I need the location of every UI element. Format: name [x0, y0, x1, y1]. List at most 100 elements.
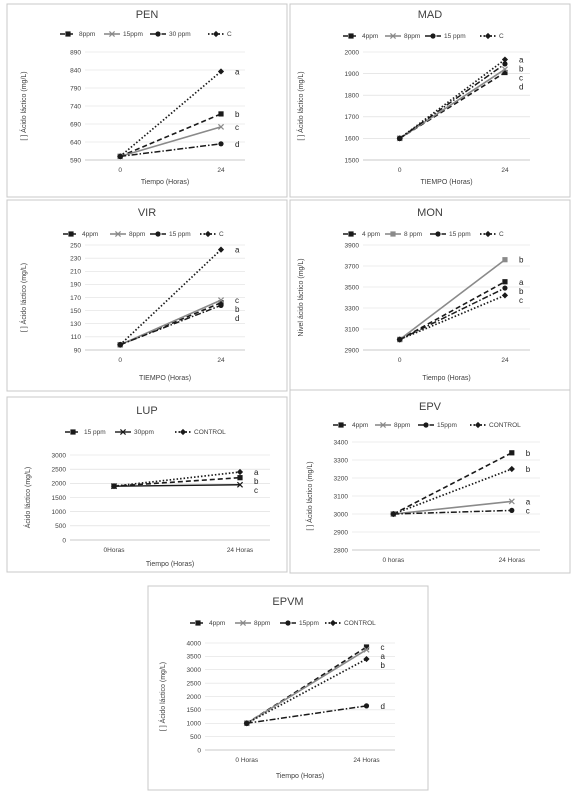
- significance-letter: d: [235, 314, 239, 323]
- x-tick-label: 24: [501, 357, 509, 364]
- x-axis-label: Tiempo (Horas): [146, 561, 194, 568]
- y-tick-label: 3500: [187, 654, 202, 661]
- y-tick-label: 190: [70, 282, 81, 289]
- data-point: [508, 498, 515, 505]
- y-tick-label: 2800: [334, 547, 349, 554]
- legend-label: 15 ppm: [444, 33, 466, 40]
- significance-letter: a: [519, 56, 524, 65]
- data-point: [237, 475, 243, 481]
- legend-entry: 4ppm: [63, 231, 98, 238]
- panel-frame: [289, 3, 571, 198]
- legend-marker: [65, 31, 71, 37]
- legend-label: 15 ppm: [449, 231, 471, 238]
- y-tick-label: 3500: [345, 284, 360, 291]
- series-line: [113, 484, 241, 487]
- y-tick-label: 2000: [187, 694, 202, 701]
- legend-label: 4 ppm: [362, 231, 380, 238]
- y-tick-label: 3300: [345, 305, 360, 312]
- y-tick-label: 1500: [52, 495, 67, 502]
- legend-label: C: [227, 31, 232, 38]
- legend-label: 15ppm: [437, 422, 457, 429]
- data-point: [218, 300, 224, 306]
- series-line: [119, 70, 222, 158]
- series-line: [246, 705, 367, 724]
- data-point: [396, 336, 403, 343]
- chart-title: MON: [417, 207, 443, 219]
- x-axis-label: TIEMPO (Horas): [420, 179, 472, 186]
- x-tick-label: 0: [398, 357, 402, 364]
- legend-label: 8ppm: [254, 620, 270, 627]
- legend-marker: [389, 32, 397, 40]
- series-line: [399, 63, 506, 140]
- legend-entry: 30ppm: [115, 428, 154, 436]
- series-control: [110, 468, 244, 490]
- x-tick-label: 24 Horas: [353, 757, 380, 764]
- y-tick-label: 3200: [334, 475, 349, 482]
- legend-label: 8ppm: [404, 33, 420, 40]
- legend-entry: C: [480, 32, 504, 40]
- x-tick-label: 24: [501, 167, 509, 174]
- y-tick-label: 110: [71, 334, 82, 341]
- series-line: [393, 500, 512, 515]
- panel-frame: [289, 199, 571, 392]
- y-axis-label: Ácido láctico (mg/L): [23, 467, 32, 528]
- significance-letter: b: [526, 449, 531, 458]
- data-point: [363, 644, 370, 650]
- data-point: [501, 66, 508, 73]
- y-tick-label: 3400: [334, 439, 349, 446]
- legend-label: 4ppm: [362, 33, 378, 40]
- legend-marker: [195, 620, 201, 626]
- data-point: [218, 302, 224, 308]
- legend-entry: 8ppm: [235, 619, 270, 627]
- y-tick-label: 740: [70, 103, 81, 110]
- series-line: [119, 299, 222, 346]
- legend-label: CONTROL: [194, 429, 226, 436]
- significance-letter: c: [519, 74, 523, 83]
- legend-marker: [379, 421, 387, 429]
- series-line: [120, 143, 222, 158]
- legend-label: 4ppm: [352, 422, 368, 429]
- significance-letter: c: [526, 506, 530, 515]
- series-line: [399, 281, 506, 341]
- significance-letter: c: [235, 296, 239, 305]
- panel-frame: [289, 389, 571, 574]
- y-tick-label: 1600: [345, 136, 360, 143]
- legend-marker: [484, 32, 492, 40]
- data-point: [117, 341, 124, 348]
- data-point: [243, 720, 250, 727]
- y-tick-label: 2000: [345, 49, 360, 56]
- y-tick-label: 150: [70, 308, 81, 315]
- legend-entry: 15 ppm: [150, 231, 191, 238]
- chart-title: PEN: [136, 9, 159, 21]
- y-tick-label: 3000: [52, 452, 67, 459]
- significance-letter: b: [381, 661, 386, 670]
- series-line: [119, 126, 222, 158]
- significance-letter: d: [235, 140, 239, 149]
- legend-label: 4ppm: [209, 620, 225, 627]
- significance-letter: c: [519, 296, 523, 305]
- series-line: [393, 468, 513, 515]
- series-line: [399, 58, 506, 140]
- data-point: [501, 56, 509, 63]
- legend-entry: 8ppm: [60, 31, 95, 38]
- y-tick-label: 1500: [345, 157, 360, 164]
- legend-entry: CONTROL: [325, 619, 376, 627]
- legend-marker: [155, 231, 161, 237]
- y-tick-label: 890: [70, 49, 81, 56]
- significance-letter: b: [235, 110, 240, 119]
- legend-marker: [204, 230, 212, 238]
- legend-label: 8ppm: [129, 231, 145, 238]
- significance-letter: a: [254, 468, 259, 477]
- x-tick-label: 0 horas: [383, 557, 405, 564]
- data-point: [502, 279, 508, 285]
- significance-letter: b: [235, 305, 240, 314]
- legend-entry: 15ppm: [280, 620, 319, 627]
- panel-vir: VIR 90 110 130 150 170 190 210 230 250 0 24 TIEMPO (…: [6, 199, 288, 392]
- x-tick-label: 24 Horas: [227, 547, 254, 554]
- legend-entry: 4ppm: [343, 33, 378, 40]
- data-point: [363, 646, 370, 653]
- x-tick-label: 0: [118, 167, 122, 174]
- y-tick-label: 210: [70, 269, 81, 276]
- legend-marker: [435, 231, 441, 237]
- data-point: [502, 285, 508, 291]
